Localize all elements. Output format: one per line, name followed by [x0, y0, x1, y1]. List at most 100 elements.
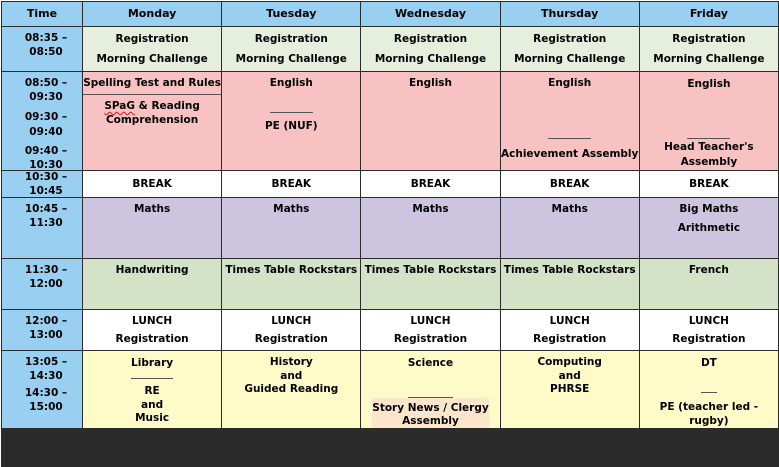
morning-challenge-label: Morning Challenge: [374, 52, 487, 65]
registration-label: Registration: [115, 332, 189, 345]
lesson-label: English: [408, 77, 453, 89]
break-label: BREAK: [132, 177, 172, 190]
friday-maths: Big Maths Arithmetic: [639, 198, 778, 258]
lesson-label: Assembly: [402, 414, 459, 427]
wednesday-maths: Maths: [361, 198, 500, 258]
registration-label: Registration: [115, 32, 189, 45]
monday-spelling: Spelling Test and Rules: [83, 72, 222, 94]
lesson-label: Maths: [412, 203, 449, 215]
monday-re-music: RE and Music: [135, 379, 169, 428]
time-label: 13:05 – 14:30: [24, 356, 68, 383]
monday-handwriting: Handwriting: [83, 259, 222, 309]
lesson-label: Times Table Rockstars: [503, 264, 636, 276]
header-wednesday: Wednesday: [361, 2, 500, 26]
morning-challenge-label: Morning Challenge: [235, 52, 347, 65]
wednesday-afternoon: Science Story News / Clergy Assembly: [361, 351, 500, 428]
wednesday-break: BREAK: [361, 171, 500, 197]
wednesday-ttr: Times Table Rockstars: [361, 259, 500, 309]
friday-french: French: [639, 259, 778, 309]
lesson-label: PE (teacher led - rugby): [659, 400, 759, 427]
lesson-label: Science: [407, 357, 454, 369]
thursday-morning: English Achievement Assembly: [500, 72, 639, 170]
time-slot-break: 10:30 – 10:45: [2, 171, 82, 197]
lesson-label: Library: [131, 357, 174, 369]
lesson-label: Achievement Assembly: [501, 148, 639, 161]
header-thursday: Thursday: [500, 2, 639, 26]
friday-assembly: Head Teacher's Assembly: [640, 139, 778, 170]
lesson-label: Comprehension: [105, 114, 199, 127]
registration-label: Registration: [254, 332, 328, 345]
monday-maths: Maths: [83, 198, 222, 258]
monday-registration: Registration Morning Challenge: [83, 27, 222, 71]
lesson-label: Times Table Rockstars: [364, 264, 497, 276]
friday-break: BREAK: [639, 171, 778, 197]
tuesday-registration: Registration Morning Challenge: [222, 27, 361, 71]
header-tuesday: Tuesday: [222, 2, 361, 26]
lesson-label: Story News / Clergy: [372, 401, 489, 414]
monday-library: Library: [131, 351, 174, 379]
thursday-break: BREAK: [500, 171, 639, 197]
time-label: 08:35 – 08:50: [24, 32, 68, 59]
and-label: and: [280, 369, 303, 382]
time-label: 10:45 – 11:30: [24, 203, 68, 230]
lesson-label: PHRSE: [550, 383, 590, 396]
registration-label: Registration: [254, 32, 328, 45]
morning-challenge-label: Morning Challenge: [96, 52, 208, 65]
break-label: BREAK: [689, 177, 729, 190]
time-slot-maths: 10:45 – 11:30: [2, 198, 82, 258]
tuesday-pe: PE (NUF): [265, 113, 318, 170]
header-label: Friday: [689, 6, 728, 20]
lesson-label: RE: [144, 385, 160, 397]
lesson-label: Maths: [273, 203, 310, 215]
lesson-label: English: [687, 78, 731, 90]
header-label: Thursday: [541, 6, 599, 20]
lesson-label: Computing: [537, 356, 602, 368]
lunch-label: LUNCH: [410, 314, 451, 327]
wednesday-story-news: Story News / Clergy Assembly: [372, 397, 489, 428]
lesson-label: History: [269, 356, 313, 368]
time-label: 09:30 – 09:40: [24, 111, 68, 138]
header-label: Wednesday: [394, 6, 467, 20]
friday-english: English: [687, 72, 731, 139]
lesson-label: Maths: [133, 203, 171, 215]
registration-label: Registration: [533, 332, 607, 345]
friday-afternoon: DT PE (teacher led - rugby): [639, 351, 778, 428]
tuesday-lunch: LUNCH Registration: [222, 310, 361, 350]
lesson-label: DT: [700, 357, 717, 369]
morning-challenge-label: Morning Challenge: [653, 52, 765, 65]
header-time: Time: [2, 2, 82, 26]
time-label: 11:30 – 12:00: [24, 264, 68, 291]
time-slot-registration: 08:35 – 08:50: [2, 27, 82, 71]
and-label: and: [558, 369, 581, 382]
lunch-label: LUNCH: [132, 314, 173, 327]
friday-registration: Registration Morning Challenge: [639, 27, 778, 71]
monday-afternoon: Library RE and Music: [83, 351, 222, 428]
spag-word: SPaG: [104, 100, 135, 112]
registration-label: Registration: [672, 32, 746, 45]
lesson-label: Music: [135, 412, 170, 425]
tuesday-history: History and Guided Reading: [222, 351, 361, 428]
monday-spag-reading: SPaG & Reading Comprehension: [83, 94, 222, 170]
friday-morning: English Head Teacher's Assembly: [639, 72, 778, 170]
lunch-label: LUNCH: [688, 314, 729, 327]
lesson-label: Head Teacher's Assembly: [664, 141, 754, 168]
lunch-label: LUNCH: [271, 314, 312, 327]
time-label: 08:50 – 09:30: [24, 77, 68, 104]
lesson-label: English: [269, 77, 313, 89]
header-label: Tuesday: [266, 6, 317, 20]
registration-label: Registration: [393, 32, 468, 45]
time-label: 14:30 – 15:00: [24, 386, 68, 413]
spag-rest: & Reading: [135, 100, 200, 112]
break-label: BREAK: [549, 177, 590, 190]
time-label: 09:40 – 10:30: [24, 144, 68, 170]
header-friday: Friday: [639, 2, 778, 26]
tuesday-break: BREAK: [222, 171, 361, 197]
morning-challenge-label: Morning Challenge: [514, 52, 626, 65]
time-slot-afternoon: 13:05 – 14:30 14:30 – 15:00: [2, 351, 82, 428]
friday-dt: DT: [700, 351, 717, 393]
tuesday-maths: Maths: [222, 198, 361, 258]
friday-lunch: LUNCH Registration: [639, 310, 778, 350]
and-label: and: [141, 398, 164, 411]
lesson-label: English: [548, 77, 592, 89]
friday-pe: PE (teacher led - rugby): [640, 393, 778, 428]
